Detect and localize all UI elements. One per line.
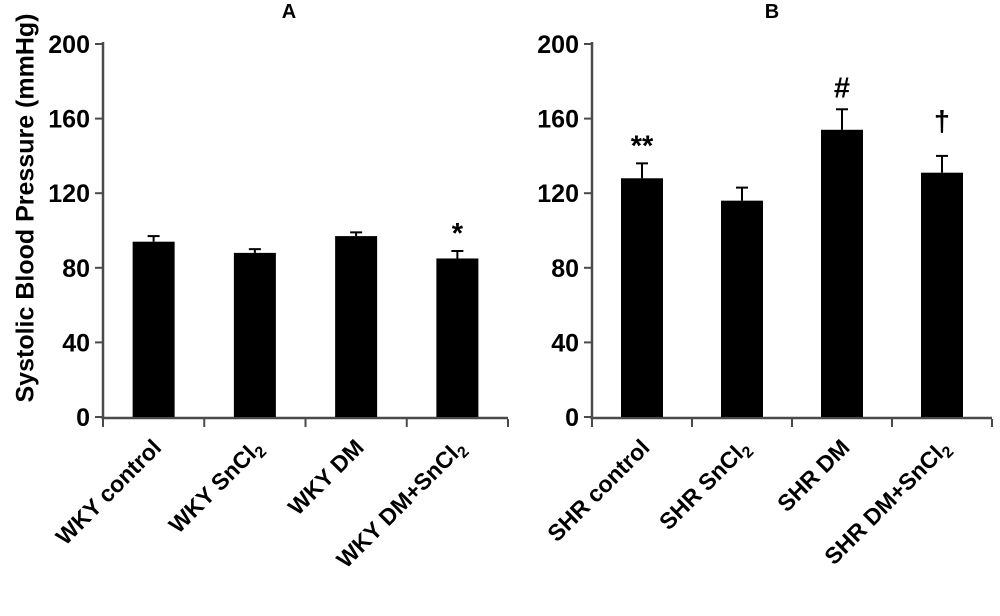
x-label-shr-control: SHR control [542,434,654,546]
y-tick-label: 0 [76,404,90,432]
bar-shr-dm-sncl2 [921,172,963,417]
bar-shr-dm [821,129,863,418]
y-tick-label: 80 [62,255,90,283]
significance-marker-shr-control: ** [631,130,654,162]
significance-marker-wky-dm-sncl2: * [452,218,464,250]
x-label-shr-sncl2: SHR SnCl2 [654,434,757,537]
bar-shr-control [621,178,663,417]
significance-marker-shr-dm: # [834,72,850,104]
bar-shr-sncl2 [721,200,763,417]
bar-wky-control [132,241,175,417]
y-tick-label: 160 [537,106,579,134]
y-tick-label: 0 [565,404,579,432]
x-label-wky-dm: WKY DM [283,434,369,520]
y-tick-label: 160 [48,106,90,134]
significance-marker-shr-dm-sncl2: † [934,106,950,138]
x-label-shr-dm: SHR DM [772,434,855,517]
y-tick-label: 200 [48,31,90,59]
x-label-wky-sncl2: WKY SnCl2 [164,434,271,541]
y-tick-label: 80 [551,255,579,283]
bar-wky-sncl2 [233,252,276,417]
panel-title-a: A [281,1,297,23]
bar-wky-dm-sncl2 [436,258,479,417]
y-tick-label: 40 [62,329,90,357]
y-tick-label: 120 [537,180,579,208]
y-tick-label: 120 [48,180,90,208]
bar-wky-dm [335,236,378,417]
x-label-wky-control: WKY control [50,434,166,550]
panel-title-b: B [764,1,780,23]
y-tick-label: 200 [537,31,579,59]
y-tick-label: 40 [551,329,579,357]
